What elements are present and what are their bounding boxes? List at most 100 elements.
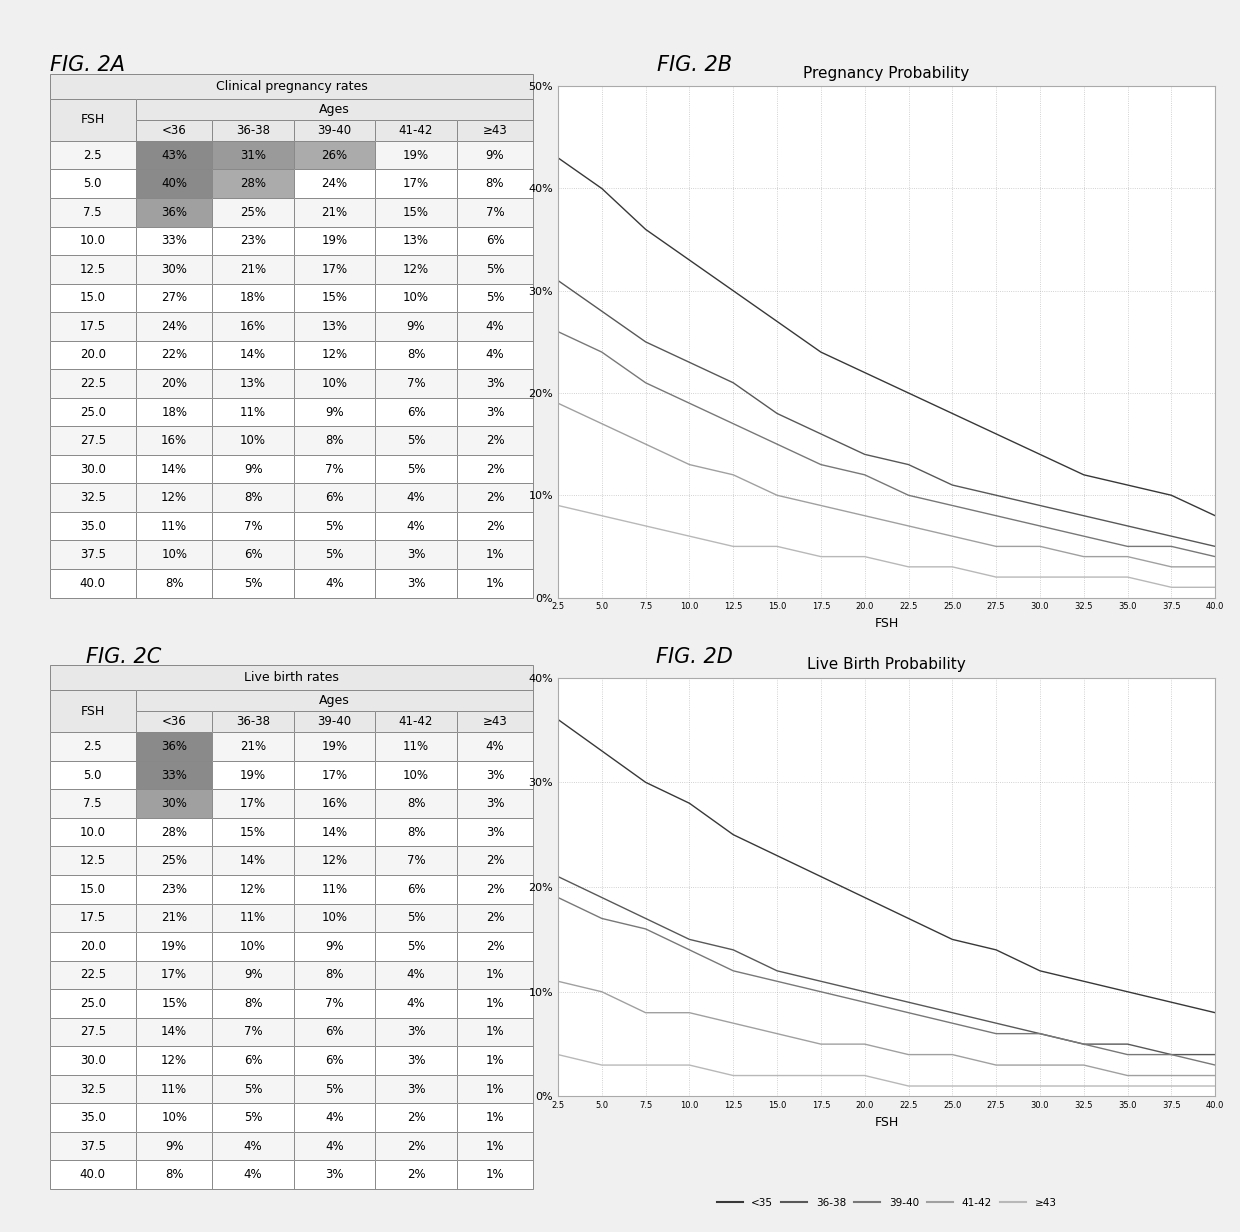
Bar bbox=[50, 426, 136, 455]
Bar bbox=[456, 1161, 533, 1189]
Text: 15%: 15% bbox=[403, 206, 429, 219]
Bar bbox=[50, 140, 136, 170]
Bar bbox=[212, 711, 294, 732]
Bar bbox=[456, 1046, 533, 1074]
Bar bbox=[50, 255, 136, 283]
Bar bbox=[212, 875, 294, 903]
Bar bbox=[456, 255, 533, 283]
Bar bbox=[376, 1161, 456, 1189]
Bar bbox=[294, 370, 376, 398]
Bar bbox=[50, 74, 533, 99]
Bar bbox=[50, 513, 136, 541]
Text: 11%: 11% bbox=[241, 405, 267, 419]
Bar bbox=[376, 140, 456, 170]
Bar bbox=[294, 1046, 376, 1074]
Text: 41-42: 41-42 bbox=[399, 124, 433, 137]
Bar bbox=[376, 1074, 456, 1104]
Bar bbox=[294, 933, 376, 961]
Bar bbox=[294, 790, 376, 818]
Bar bbox=[212, 903, 294, 933]
Text: 2%: 2% bbox=[486, 883, 505, 896]
Bar bbox=[136, 690, 533, 711]
Text: 15.0: 15.0 bbox=[79, 292, 105, 304]
Text: 7%: 7% bbox=[325, 462, 343, 476]
Bar bbox=[212, 1074, 294, 1104]
Bar bbox=[376, 818, 456, 846]
Bar bbox=[136, 170, 212, 198]
Text: 8%: 8% bbox=[407, 825, 425, 839]
Text: 19%: 19% bbox=[161, 940, 187, 952]
Bar bbox=[212, 1132, 294, 1161]
Bar bbox=[456, 312, 533, 341]
Text: 33%: 33% bbox=[161, 769, 187, 781]
Bar bbox=[376, 198, 456, 227]
Bar bbox=[136, 227, 212, 255]
Bar bbox=[136, 761, 212, 790]
Text: 5%: 5% bbox=[486, 292, 505, 304]
Text: 21%: 21% bbox=[321, 206, 347, 219]
Bar bbox=[212, 761, 294, 790]
Bar bbox=[50, 283, 136, 312]
Bar bbox=[376, 761, 456, 790]
Text: 5%: 5% bbox=[325, 520, 343, 532]
Text: 36%: 36% bbox=[161, 740, 187, 753]
Text: 16%: 16% bbox=[241, 320, 267, 333]
Text: 11%: 11% bbox=[241, 912, 267, 924]
Bar bbox=[456, 227, 533, 255]
Bar bbox=[456, 140, 533, 170]
Bar bbox=[294, 1104, 376, 1132]
Bar bbox=[456, 790, 533, 818]
Bar bbox=[456, 1018, 533, 1046]
Text: 40.0: 40.0 bbox=[79, 577, 105, 590]
Bar bbox=[50, 875, 136, 903]
Bar bbox=[212, 198, 294, 227]
Bar bbox=[136, 541, 212, 569]
Text: 10%: 10% bbox=[403, 769, 429, 781]
Text: 17.5: 17.5 bbox=[79, 912, 105, 924]
Bar bbox=[456, 541, 533, 569]
Bar bbox=[50, 690, 136, 732]
Bar bbox=[294, 120, 376, 140]
Bar bbox=[376, 120, 456, 140]
Bar bbox=[456, 875, 533, 903]
Bar bbox=[294, 875, 376, 903]
Bar bbox=[212, 1074, 294, 1104]
Bar bbox=[136, 1046, 212, 1074]
Bar bbox=[456, 341, 533, 370]
Text: Ages: Ages bbox=[319, 695, 350, 707]
Text: 5.0: 5.0 bbox=[83, 177, 102, 190]
Text: 3%: 3% bbox=[486, 825, 505, 839]
Bar bbox=[212, 170, 294, 198]
Bar bbox=[294, 283, 376, 312]
Bar bbox=[294, 483, 376, 513]
Text: 20.0: 20.0 bbox=[79, 349, 105, 361]
Bar bbox=[136, 120, 212, 140]
Bar bbox=[294, 1132, 376, 1161]
Bar bbox=[456, 1074, 533, 1104]
Text: 1%: 1% bbox=[486, 1168, 505, 1181]
Bar bbox=[456, 903, 533, 933]
Bar bbox=[294, 312, 376, 341]
Text: 12%: 12% bbox=[161, 1053, 187, 1067]
Text: 16%: 16% bbox=[321, 797, 347, 811]
Bar bbox=[136, 341, 212, 370]
Bar bbox=[50, 1132, 136, 1161]
Bar bbox=[456, 198, 533, 227]
Bar bbox=[136, 1074, 212, 1104]
Text: 15%: 15% bbox=[161, 997, 187, 1010]
Text: 2%: 2% bbox=[486, 492, 505, 504]
Text: 8%: 8% bbox=[244, 492, 263, 504]
Title: Live Birth Probability: Live Birth Probability bbox=[807, 657, 966, 673]
Text: 11%: 11% bbox=[403, 740, 429, 753]
Text: FIG. 2A: FIG. 2A bbox=[50, 55, 124, 75]
Bar bbox=[50, 341, 136, 370]
Bar bbox=[294, 961, 376, 989]
Bar bbox=[456, 569, 533, 598]
Bar bbox=[376, 198, 456, 227]
Bar bbox=[376, 569, 456, 598]
Bar bbox=[50, 455, 136, 483]
Bar bbox=[50, 312, 136, 341]
Bar bbox=[376, 711, 456, 732]
Text: 17.5: 17.5 bbox=[79, 320, 105, 333]
Text: 11%: 11% bbox=[321, 883, 347, 896]
